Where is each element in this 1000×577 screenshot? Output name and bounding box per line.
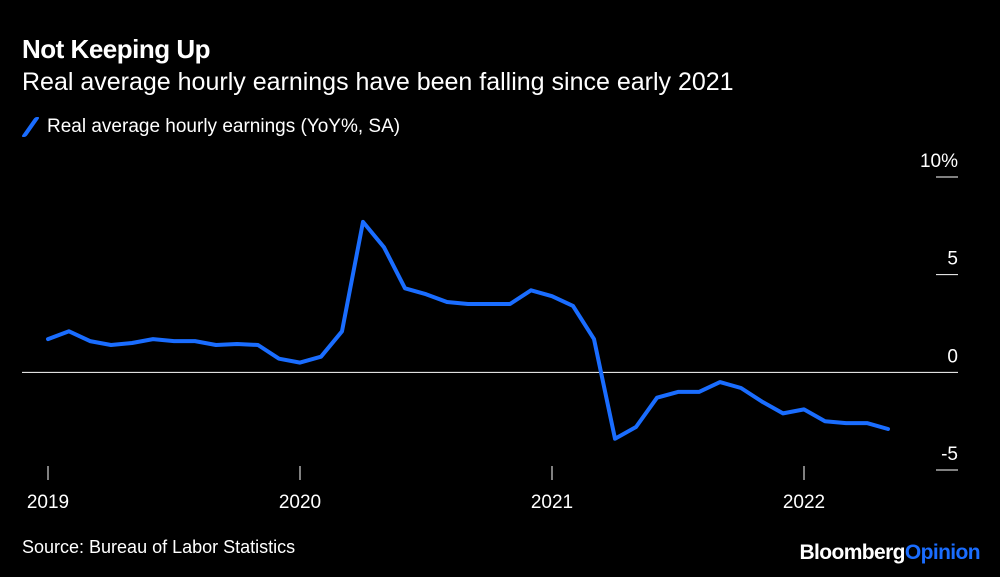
- x-tick-label: 2021: [531, 492, 573, 513]
- x-tick-label: 2019: [27, 492, 69, 513]
- series-line: [46, 219, 890, 441]
- bloomberg-opinion-logo: BloombergOpinion: [799, 541, 980, 565]
- legend: Real average hourly earnings (YoY%, SA): [20, 116, 401, 138]
- logo-brand: Bloomberg: [799, 541, 905, 564]
- y-tick-label: 0: [947, 346, 958, 367]
- x-tick-label: 2020: [279, 492, 321, 513]
- legend-label: Real average hourly earnings (YoY%, SA): [47, 116, 401, 137]
- y-tick-label: 5: [947, 249, 958, 270]
- y-tick-label: 10%: [920, 151, 958, 172]
- logo-suffix: Opinion: [904, 541, 981, 564]
- source-note: Source: Bureau of Labor Statistics: [22, 537, 296, 557]
- y-tick-label: -5: [941, 444, 958, 465]
- x-tick-label: 2022: [783, 492, 825, 513]
- chart-title: Not Keeping Up: [22, 34, 211, 64]
- chart-subtitle: Real average hourly earnings have been f…: [22, 68, 734, 96]
- y-axis: 10% 5 0 -5: [920, 151, 958, 471]
- x-axis: 2019 2020 2021 2022: [27, 466, 825, 513]
